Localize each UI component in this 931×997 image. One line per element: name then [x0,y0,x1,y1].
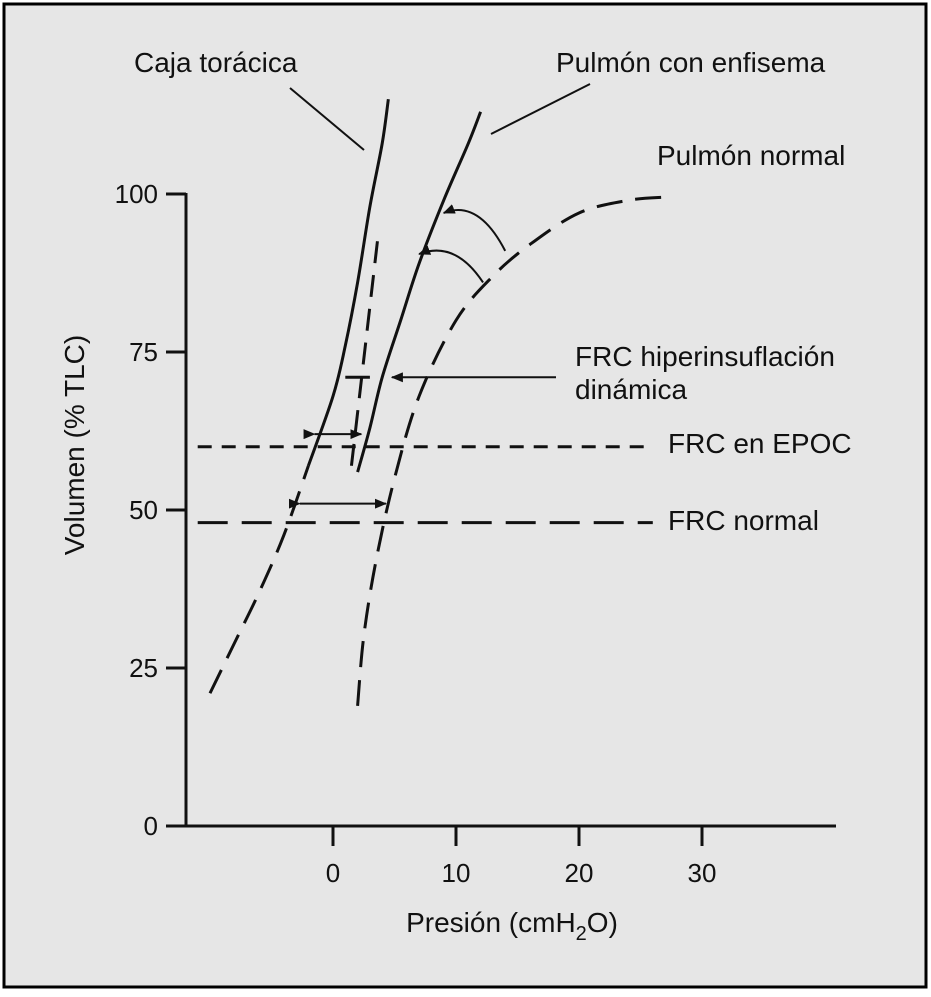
label-frc-normal: FRC normal [668,505,819,536]
series-line-pulmon-normal [356,195,666,707]
series-line-caja-toracica [306,98,390,467]
curved-arrow-upper [442,204,507,252]
x-tick-label-0: 0 [326,858,340,888]
y-tick-label-100: 100 [115,179,158,209]
label-pulmon-enfisema: Pulmón con enfisema [556,47,826,78]
x-axis-label-tail: O) [587,907,618,938]
series-line-caja-toracica-dashed [208,465,310,694]
leader-pulmon-enfisema [490,83,591,135]
y-axis-label: Volumen (% TLC) [59,335,90,555]
series-line-pulmon-enfisema [356,111,482,473]
x-axis-label: Presión (cmH2O) [406,907,618,945]
y-tick-label-50: 50 [129,495,158,525]
label-pulmon-normal: Pulmón normal [657,140,845,171]
y-tick-label-25: 25 [129,653,158,683]
curved-arrow-lower [418,245,484,284]
frc-reference-lines [197,445,653,525]
y-tick-label-0: 0 [144,811,158,841]
y-ticks: 0 25 50 75 100 [115,179,186,841]
leader-caja-toracica [289,87,365,151]
x-tick-label-20: 20 [565,858,594,888]
annotations: Caja torácica Pulmón con enfisema Pulmón… [134,47,852,536]
label-leader-lines [289,83,591,151]
x-tick-label-30: 30 [688,858,717,888]
label-caja-toracica: Caja torácica [134,47,298,78]
x-tick-label-10: 10 [442,858,471,888]
arrows [288,204,556,509]
y-tick-label-75: 75 [129,337,158,367]
series-lines [208,98,666,707]
dashed-extension-segment [349,231,381,466]
x-axis-label-subscript: 2 [576,923,587,945]
label-frc-hiper-2: dinámica [575,374,687,405]
x-axis-label-main: Presión (cmH [406,907,576,938]
label-frc-epoc: FRC en EPOC [668,428,852,459]
x-ticks: 0 10 20 30 [326,826,717,888]
label-frc-hiper-1: FRC hiperinsuflación [575,341,835,372]
